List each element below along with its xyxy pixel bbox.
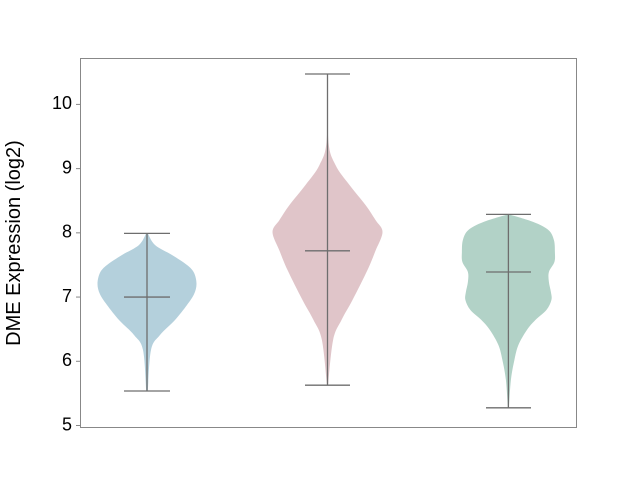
svg-text:8: 8 [62,222,72,242]
svg-text:6: 6 [62,350,72,370]
svg-text:9: 9 [62,157,72,177]
svg-text:5: 5 [62,414,72,434]
svg-text:7: 7 [62,286,72,306]
svg-text:10: 10 [52,93,72,113]
svg-text:DME Expression (log2): DME Expression (log2) [3,140,25,346]
